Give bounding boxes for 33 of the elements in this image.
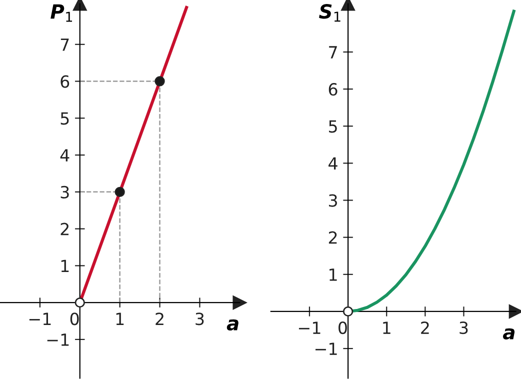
y-tick-label: 6 xyxy=(328,83,338,96)
x-tick-label: 0 xyxy=(70,312,79,326)
y-tick-label: 1 xyxy=(61,260,69,272)
y-tick-label: 4 xyxy=(60,149,70,162)
y-tick-label: 1 xyxy=(330,268,337,281)
x-tick-label: 2 xyxy=(156,312,164,325)
x-tick-label: 3 xyxy=(196,312,204,326)
y-tick-label: 4 xyxy=(328,157,338,170)
y-tick-label: 2 xyxy=(328,231,337,244)
y-tick-label: 2 xyxy=(60,222,68,236)
x-tick-label: 1 xyxy=(383,322,390,334)
x-axis-title: a xyxy=(503,328,515,340)
x-tick-label: 0 xyxy=(338,321,347,334)
y-axis-title: S$_{1}$ xyxy=(319,4,340,22)
y-tick-label: −1 xyxy=(47,334,69,346)
x-tick-label: −1 xyxy=(298,322,320,334)
y-tick-label: 3 xyxy=(328,194,337,207)
y-tick-label: 6 xyxy=(60,75,70,88)
x-tick-label: −1 xyxy=(29,312,51,325)
point xyxy=(114,186,125,198)
point xyxy=(154,76,165,86)
x-tick-label: 3 xyxy=(460,321,468,334)
y-axis-title: P$_{1}$ xyxy=(50,4,72,22)
y-tick-label: 5 xyxy=(329,120,337,133)
y-tick-label: 3 xyxy=(60,186,69,198)
y-tick-label: 7 xyxy=(329,46,337,58)
x-axis-title: a xyxy=(226,319,238,331)
x-tick-label: 1 xyxy=(116,312,124,325)
y-tick-label: 5 xyxy=(60,112,69,125)
x-tick-label: 2 xyxy=(421,321,429,334)
y-tick-label: −1 xyxy=(316,342,337,355)
point xyxy=(74,297,85,308)
y-tick-label: 7 xyxy=(60,38,69,51)
